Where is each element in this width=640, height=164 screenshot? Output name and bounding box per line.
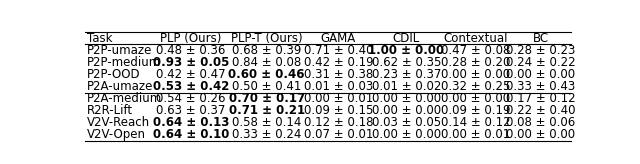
Text: P2A-umaze: P2A-umaze [87, 80, 153, 93]
Text: 0.33 ± 0.43: 0.33 ± 0.43 [506, 80, 575, 93]
Text: V2V-Open: V2V-Open [87, 128, 146, 141]
Text: 0.48 ± 0.36: 0.48 ± 0.36 [156, 44, 225, 57]
Text: Task: Task [87, 32, 113, 45]
Text: P2P-OOD: P2P-OOD [87, 68, 141, 81]
Text: P2P-medium: P2P-medium [87, 56, 161, 69]
Text: 0.00 ± 0.01: 0.00 ± 0.01 [304, 92, 373, 105]
Text: 0.17 ± 0.12: 0.17 ± 0.12 [506, 92, 576, 105]
Text: 0.33 ± 0.24: 0.33 ± 0.24 [232, 128, 301, 141]
Text: 0.70 ± 0.17: 0.70 ± 0.17 [228, 92, 305, 105]
Text: 0.28 ± 0.23: 0.28 ± 0.23 [506, 44, 575, 57]
Text: 0.07 ± 0.01: 0.07 ± 0.01 [304, 128, 373, 141]
Text: 0.93 ± 0.05: 0.93 ± 0.05 [152, 56, 229, 69]
Text: 0.62 ± 0.35: 0.62 ± 0.35 [372, 56, 441, 69]
Text: 0.60 ± 0.46: 0.60 ± 0.46 [228, 68, 305, 81]
Text: GAMA: GAMA [321, 32, 356, 45]
Text: 0.00 ± 0.00: 0.00 ± 0.00 [372, 128, 441, 141]
Text: 0.03 ± 0.05: 0.03 ± 0.05 [372, 116, 441, 129]
Text: CDIL: CDIL [393, 32, 420, 45]
Text: 0.00 ± 0.00: 0.00 ± 0.00 [506, 68, 575, 81]
Text: R2R-Lift: R2R-Lift [87, 104, 133, 117]
Text: 0.14 ± 0.12: 0.14 ± 0.12 [441, 116, 511, 129]
Text: V2V-Reach: V2V-Reach [87, 116, 150, 129]
Text: 0.08 ± 0.06: 0.08 ± 0.06 [506, 116, 575, 129]
Text: 0.00 ± 0.00: 0.00 ± 0.00 [506, 128, 575, 141]
Text: 0.42 ± 0.47: 0.42 ± 0.47 [156, 68, 226, 81]
Text: 0.32 ± 0.25: 0.32 ± 0.25 [441, 80, 510, 93]
Text: 0.71 ± 0.21: 0.71 ± 0.21 [228, 104, 305, 117]
Text: BC: BC [533, 32, 549, 45]
Text: 0.09 ± 0.15: 0.09 ± 0.15 [304, 104, 373, 117]
Text: 0.28 ± 0.20: 0.28 ± 0.20 [441, 56, 510, 69]
Text: 0.00 ± 0.00: 0.00 ± 0.00 [441, 92, 510, 105]
Text: Contextual: Contextual [444, 32, 508, 45]
Text: 0.63 ± 0.37: 0.63 ± 0.37 [156, 104, 225, 117]
Text: 0.00 ± 0.00: 0.00 ± 0.00 [441, 68, 510, 81]
Text: 0.42 ± 0.19: 0.42 ± 0.19 [303, 56, 373, 69]
Text: 0.00 ± 0.00: 0.00 ± 0.00 [372, 104, 441, 117]
Text: 0.71 ± 0.40: 0.71 ± 0.40 [304, 44, 373, 57]
Text: P2P-umaze: P2P-umaze [87, 44, 152, 57]
Text: 0.47 ± 0.08: 0.47 ± 0.08 [441, 44, 510, 57]
Text: P2A-medium: P2A-medium [87, 92, 162, 105]
Text: 0.31 ± 0.38: 0.31 ± 0.38 [304, 68, 373, 81]
Text: 0.12 ± 0.18: 0.12 ± 0.18 [304, 116, 373, 129]
Text: 0.68 ± 0.39: 0.68 ± 0.39 [232, 44, 301, 57]
Text: 0.23 ± 0.37: 0.23 ± 0.37 [372, 68, 441, 81]
Text: PLP-T (Ours): PLP-T (Ours) [231, 32, 302, 45]
Text: 0.01 ± 0.02: 0.01 ± 0.02 [372, 80, 441, 93]
Text: 0.01 ± 0.03: 0.01 ± 0.03 [304, 80, 373, 93]
Text: 0.84 ± 0.08: 0.84 ± 0.08 [232, 56, 301, 69]
Text: 1.00 ± 0.00: 1.00 ± 0.00 [369, 44, 444, 57]
Text: 0.00 ± 0.00: 0.00 ± 0.00 [372, 92, 441, 105]
Text: 0.54 ± 0.26: 0.54 ± 0.26 [156, 92, 225, 105]
Text: 0.58 ± 0.14: 0.58 ± 0.14 [232, 116, 301, 129]
Text: 0.09 ± 0.19: 0.09 ± 0.19 [441, 104, 511, 117]
Text: 0.53 ± 0.42: 0.53 ± 0.42 [152, 80, 229, 93]
Text: 0.00 ± 0.01: 0.00 ± 0.01 [441, 128, 510, 141]
Text: 0.64 ± 0.13: 0.64 ± 0.13 [152, 116, 229, 129]
Text: PLP (Ours): PLP (Ours) [160, 32, 221, 45]
Text: 0.64 ± 0.10: 0.64 ± 0.10 [152, 128, 229, 141]
Text: 0.22 ± 0.40: 0.22 ± 0.40 [506, 104, 576, 117]
Text: 0.50 ± 0.41: 0.50 ± 0.41 [232, 80, 301, 93]
Text: 0.24 ± 0.22: 0.24 ± 0.22 [506, 56, 576, 69]
